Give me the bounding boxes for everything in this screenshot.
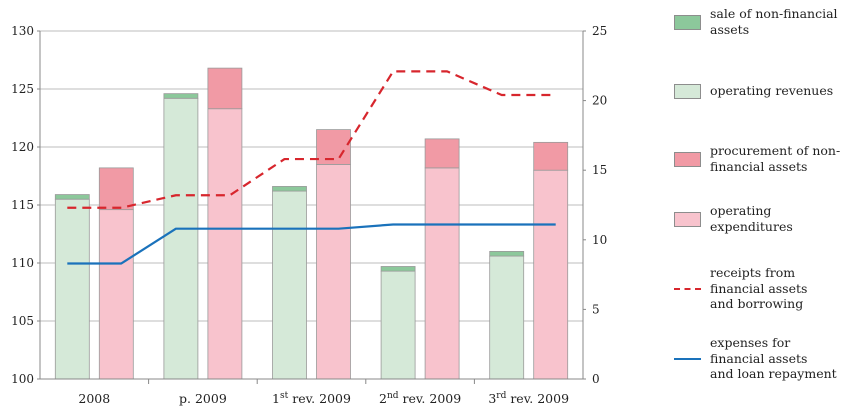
right-tick-label: 20 — [592, 94, 607, 108]
bar-operating-revenues — [272, 190, 307, 380]
legend-label: operating expenditures — [710, 203, 856, 234]
category-label: 2nd rev. 2009 — [379, 391, 461, 406]
left-tick-label: 110 — [11, 256, 34, 270]
legend-label-line: and loan repayment — [710, 366, 837, 381]
right-tick-label: 15 — [592, 163, 607, 177]
legend-label: procurement of non-financial assets — [710, 143, 856, 174]
left-axis-ticks: 100 105 110 115 120 125 130 — [11, 24, 40, 386]
bar-sale-of-non-financial-assets — [54, 194, 90, 200]
legend-label: sale of non-financial assets — [710, 6, 856, 37]
legend-swatch — [674, 14, 701, 30]
bar-operating-expenditures — [98, 209, 134, 380]
line-series — [67, 70, 556, 265]
line-expenses — [67, 223, 556, 265]
legend-swatch — [674, 84, 701, 99]
left-tick-label: 100 — [11, 372, 34, 386]
legend-label-line: receipts from — [710, 265, 796, 280]
bar-operating-expenditures — [207, 108, 243, 380]
line-receipts — [67, 70, 556, 209]
left-tick-label: 125 — [11, 82, 34, 96]
bar-procurement-of-non-financial-assets — [98, 167, 134, 211]
category-label: 3rd rev. 2009 — [488, 391, 569, 406]
right-tick-label: 10 — [592, 233, 607, 247]
left-tick-label: 105 — [11, 314, 34, 328]
legend-label-line: expenditures — [710, 218, 793, 234]
bar-procurement-of-non-financial-assets — [424, 138, 460, 169]
bars — [54, 67, 569, 380]
bar-operating-revenues — [163, 97, 199, 380]
legend-label: expenses for financial assets and loan rep… — [710, 335, 856, 382]
bar-operating-expenditures — [424, 167, 460, 380]
legend-line-symbol — [674, 358, 701, 361]
legend-label-line: assets — [710, 21, 750, 37]
legend-label: operating revenues — [710, 83, 856, 99]
bar-operating-expenditures — [316, 163, 351, 380]
bar-sale-of-non-financial-assets — [272, 186, 307, 192]
bar-sale-of-non-financial-assets — [489, 250, 525, 257]
legend-label-line: operating revenues — [710, 83, 834, 98]
bar-sale-of-non-financial-assets — [163, 93, 199, 99]
legend-label-line: procurement of non- — [710, 143, 841, 158]
bar-procurement-of-non-financial-assets — [207, 67, 243, 110]
left-tick-label: 120 — [11, 140, 34, 154]
legend-label-line: financial assets — [710, 280, 808, 296]
bar-procurement-of-non-financial-assets — [533, 141, 569, 171]
bar-operating-revenues — [54, 198, 90, 380]
bar-operating-revenues — [489, 255, 525, 380]
legend-label: receipts from financial assets and borrowi… — [710, 265, 856, 312]
legend-swatch — [674, 211, 701, 227]
legend-label-line: sale of non-financial — [710, 6, 838, 21]
left-tick-label: 115 — [11, 198, 34, 212]
bar-operating-expenditures — [533, 169, 569, 380]
left-tick-label: 130 — [11, 24, 34, 38]
legend-line-symbol — [674, 288, 701, 291]
category-label: p. 2009 — [179, 391, 227, 406]
legend-label-line: financial assets — [710, 158, 808, 174]
legend-label-line: financial assets — [710, 350, 808, 366]
bar-sale-of-non-financial-assets — [380, 266, 416, 272]
legend-swatch — [674, 151, 701, 167]
legend-label-line: and borrowing — [710, 296, 804, 311]
right-tick-label: 5 — [592, 302, 600, 316]
category-label: 2008 — [78, 391, 110, 406]
right-tick-label: 0 — [592, 372, 600, 386]
legend-label-line: operating — [710, 203, 772, 218]
category-label: 1st rev. 2009 — [272, 391, 351, 406]
bar-operating-revenues — [380, 270, 416, 380]
right-tick-label: 25 — [592, 24, 607, 38]
right-axis-ticks: 0 5 10 15 20 25 — [583, 24, 607, 386]
legend-label-line: expenses for — [710, 335, 791, 350]
category-labels: 2008 p. 2009 1st rev. 2009 2nd rev. 2009 3rd… — [78, 391, 569, 406]
